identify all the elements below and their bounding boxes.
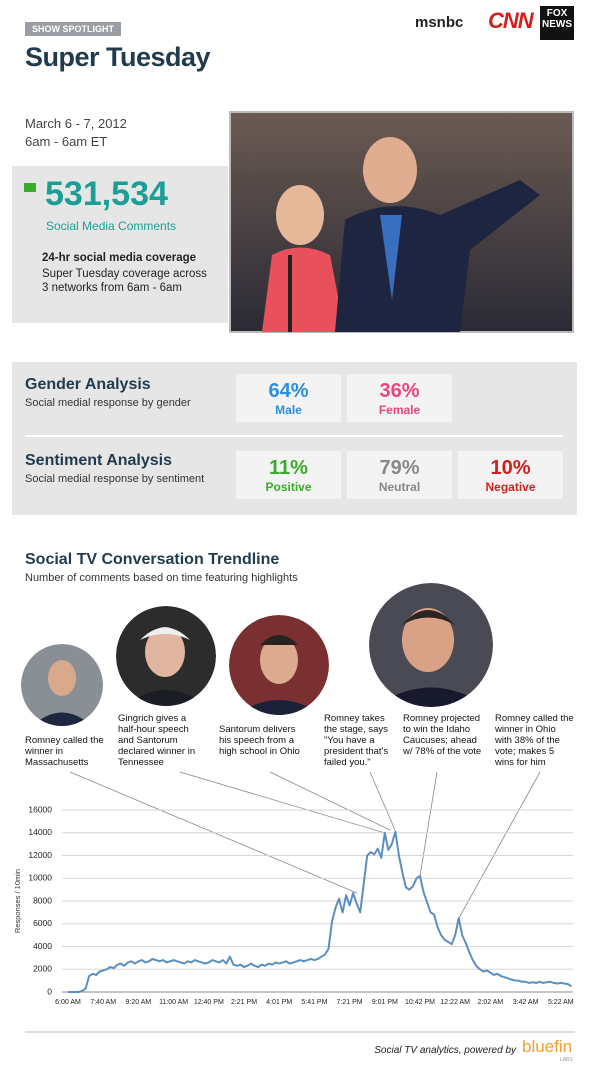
y-tick-label: 16000 [28, 804, 52, 814]
section-title: Sentiment Analysis [25, 452, 173, 469]
x-tick-label: 5:22 AM [548, 999, 574, 1006]
x-tick-label: 3:42 AM [513, 999, 539, 1006]
y-tick-label: 2000 [33, 964, 52, 974]
network-logo: CNN [488, 8, 534, 33]
chart-title: Social TV Conversation Trendline [25, 551, 280, 568]
x-tick-label: 9:20 AM [126, 999, 152, 1006]
x-tick-label: 2:21 PM [231, 999, 257, 1006]
stat-box: 64% Male [236, 374, 341, 422]
annotation: Romney called the winner in Massachusett… [25, 735, 104, 768]
y-tick-label: 4000 [33, 941, 52, 951]
photo [229, 111, 574, 333]
annotation: Santorum delivers his speech from a high… [219, 724, 300, 757]
y-tick-label: 12000 [28, 850, 52, 860]
badge: SHOW SPOTLIGHT [25, 22, 121, 36]
date: March 6 - 7, 2012 [25, 116, 127, 131]
x-tick-label: 11:00 AM [159, 999, 188, 1006]
portrait [116, 606, 216, 706]
portrait [21, 644, 103, 726]
stat-label: Positive [265, 480, 312, 494]
brand: bluefin [522, 1037, 573, 1056]
title: Super Tuesday [25, 42, 211, 72]
section-title: Gender Analysis [25, 376, 151, 393]
network-logo: msnbc [415, 14, 464, 31]
stat-value: 64% [268, 380, 309, 402]
brand-sub: LABS [560, 1057, 573, 1063]
y-tick-label: 0 [47, 986, 52, 996]
y-axis-label: Responses / 10min [13, 869, 22, 933]
y-tick-label: 14000 [28, 827, 52, 837]
x-tick-label: 12:40 PM [194, 999, 224, 1006]
total-label: Social Media Comments [46, 219, 177, 233]
stat-box: 11% Positive [236, 451, 341, 499]
portrait [369, 583, 493, 707]
stat-box: 36% Female [347, 374, 452, 422]
x-tick-label: 7:40 AM [90, 999, 116, 1006]
stat-box: 79% Neutral [347, 451, 452, 499]
stat-label: Female [378, 403, 421, 417]
x-tick-label: 9:01 PM [372, 999, 398, 1006]
x-tick-label: 7:21 PM [337, 999, 363, 1006]
x-tick-label: 6:00 AM [55, 999, 81, 1006]
y-tick-label: 6000 [33, 918, 52, 928]
portrait [229, 615, 329, 715]
annotation: Romney projected to win the Idaho Caucus… [403, 713, 482, 757]
stat-value: 36% [379, 380, 420, 402]
coverage-text: Super Tuesday coverage across 3 networks… [42, 268, 207, 294]
x-tick-label: 4:01 PM [266, 999, 292, 1006]
trend-line [68, 830, 572, 993]
divider [25, 435, 563, 437]
annotation: Romney takes the stage, says "You have a… [324, 713, 389, 768]
annotation: Gingrich gives a half-hour speech and Sa… [118, 713, 196, 768]
stat-label: Male [275, 403, 302, 417]
y-tick-label: 10000 [28, 873, 52, 883]
stat-box: 10% Negative [458, 451, 563, 499]
stat-label: Negative [485, 480, 536, 494]
x-tick-label: 2:02 AM [478, 999, 504, 1006]
section-subtitle: Social medial response by sentiment [25, 473, 205, 485]
y-tick-label: 8000 [33, 895, 52, 905]
section-subtitle: Social medial response by gender [25, 397, 191, 409]
coverage-title: 24-hr social media coverage [42, 252, 197, 264]
x-tick-label: 12:22 AM [440, 999, 470, 1006]
stat-value: 79% [379, 457, 420, 479]
footer-text: Social TV analytics, powered by [374, 1045, 516, 1056]
time: 6am - 6am ET [25, 134, 108, 149]
total: 531,534 [45, 175, 168, 213]
chart-subtitle: Number of comments based on time featuri… [25, 572, 298, 584]
summary-box [12, 166, 228, 323]
x-tick-label: 10:42 PM [405, 999, 435, 1006]
leader-lines [69, 771, 541, 919]
network-logo: FOX NEWS [540, 6, 574, 40]
comment-icon [24, 183, 36, 192]
annotation: Romney called the winner in Ohio with 38… [495, 713, 574, 768]
stat-label: Neutral [378, 480, 421, 494]
stat-value: 11% [269, 457, 308, 479]
x-tick-label: 5:41 PM [301, 999, 327, 1006]
stat-value: 10% [490, 457, 531, 479]
